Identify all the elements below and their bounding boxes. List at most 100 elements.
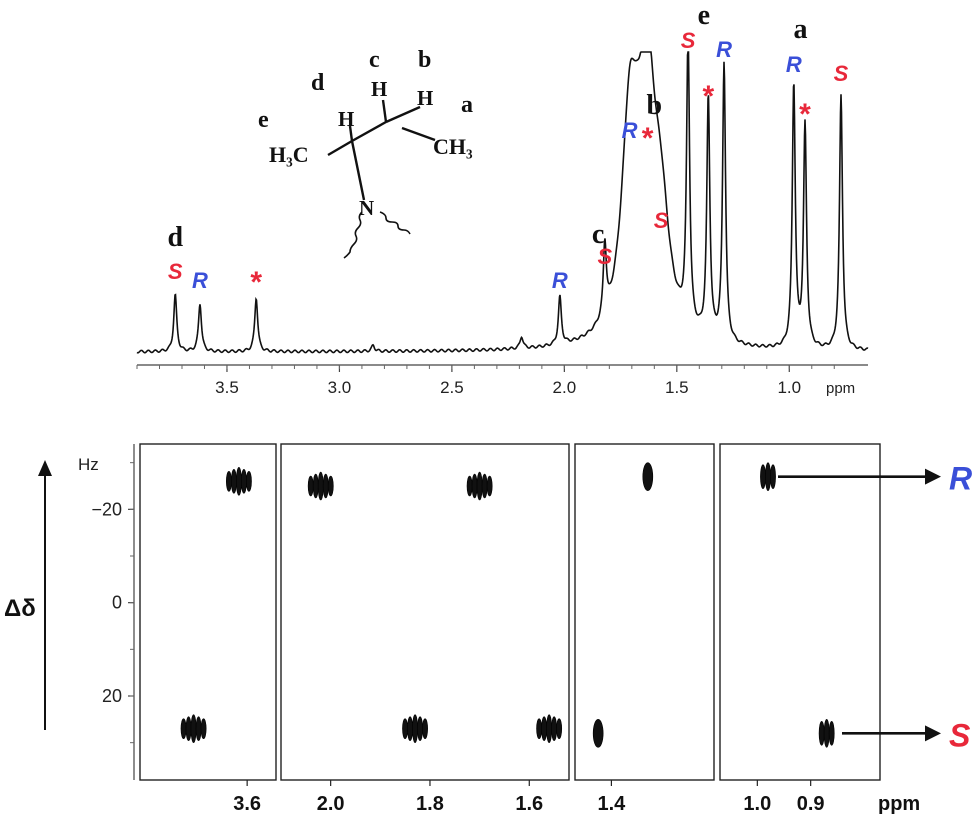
atom-h3c: H₃C [269, 142, 309, 167]
wavy-bond-right [379, 211, 411, 235]
peak-label-R: R [192, 268, 208, 293]
dd-unit-label: Hz [78, 455, 99, 474]
bond-ch-h [348, 125, 354, 142]
group-label-b: b [647, 90, 663, 121]
bond-ch-h2 [381, 99, 388, 123]
peak-label-star: * [799, 98, 811, 131]
dd-spot-contour [823, 719, 830, 748]
dd-spot-contour [765, 462, 771, 491]
peak-label-R: R [716, 37, 732, 62]
wavy-bond-left [343, 211, 363, 259]
dd-spot-contour [551, 716, 558, 741]
dd-spot-contour [241, 469, 247, 494]
atom-h-top: H [371, 77, 387, 101]
dd-spot-contour [486, 475, 493, 497]
atom-ch3: CH₃ [433, 134, 473, 159]
spectrum-x-unit: ppm [826, 380, 855, 397]
peak-label-S: S [654, 208, 669, 233]
peak-label-S: S [834, 61, 849, 86]
dd-x-tick-label: 0.9 [797, 793, 825, 815]
dd-spot-contour [770, 464, 776, 489]
dd-y-tick-label: 20 [102, 686, 122, 706]
dd-spot-contour [541, 716, 548, 741]
dd-spot-contour [476, 471, 483, 501]
bond-ch3-ch [327, 139, 353, 157]
dd-spot-contour [231, 469, 237, 494]
dd-spot-R [466, 471, 493, 501]
dd-spot-contour [422, 718, 428, 739]
dd-spot-contour [312, 473, 319, 499]
dd-spot-S [536, 714, 563, 743]
peak-label-S: S [168, 259, 183, 284]
dd-panel-1 [139, 443, 277, 781]
dd-x-tick-label: 1.8 [416, 793, 444, 815]
dd-spot-contour [236, 467, 242, 496]
bond-ch-ch [351, 120, 387, 143]
dd-spot-contour [407, 716, 413, 741]
peak-label-S: S [681, 28, 696, 53]
struct-label-d: d [311, 70, 325, 96]
struct-label-a: a [461, 92, 473, 118]
arrowhead-S [925, 725, 941, 742]
dd-spot-contour [195, 716, 202, 741]
dd-map: Δδ Hz −20 0 20 3.6 2.0 1.8 1.6 1.4 1.0 0.9 ppm R… [4, 443, 972, 815]
enantiomer-label-S: S [949, 717, 971, 753]
spectrum-tick-label: 1.5 [665, 378, 689, 397]
dd-panels [139, 443, 881, 781]
atom-h-left: H [338, 107, 354, 131]
struct-label-c: c [369, 47, 380, 73]
group-labels: d c b e a [167, 0, 807, 253]
dd-spot-contour [481, 473, 488, 499]
dd-spot-contour [417, 716, 423, 741]
dd-spot-contour [546, 714, 553, 743]
peak-label-star: * [642, 122, 654, 155]
dd-spot-contour [536, 718, 543, 739]
dd-panel-2 [280, 443, 570, 781]
dd-x-tick-label: 2.0 [317, 793, 345, 815]
group-label-a: a [794, 14, 808, 45]
bond-ch-h3 [385, 105, 421, 124]
dd-spot-contour [327, 475, 334, 497]
enantiomer-arrows: RS [778, 461, 972, 753]
dd-y-ticks: −20 0 20 [91, 462, 134, 744]
dd-y-tick-label: 0 [112, 593, 122, 613]
dd-spot-S [818, 719, 835, 748]
dd-spots [180, 462, 835, 748]
dd-spot-contour [592, 719, 604, 748]
dd-spot-contour [190, 714, 197, 743]
spectrum-tick-label: 1.0 [777, 378, 801, 397]
dd-spot-contour [322, 473, 329, 499]
dd-spot-contour [402, 718, 408, 739]
dd-axis-label: Δδ [4, 595, 36, 622]
dd-spot-R [307, 471, 334, 501]
nmr-spectrum: 3.5 3.0 2.5 2.0 1.5 1.0 ppm S R * RSR *SS*RR*S d cb… [136, 0, 869, 397]
dd-spot-R [642, 462, 654, 491]
spectrum-tick-label: 3.0 [328, 378, 352, 397]
dd-spot-R [760, 462, 776, 491]
peak-label-R: R [622, 118, 638, 143]
peak-label-star: * [250, 266, 262, 299]
dd-x-tick-label: 1.0 [743, 793, 771, 815]
dd-spot-contour [412, 714, 418, 743]
peak-label-S: S [597, 244, 612, 269]
spectrum-tick-label: 3.5 [215, 378, 239, 397]
dd-spot-contour [556, 718, 563, 739]
dd-x-tick-label: 1.6 [515, 793, 543, 815]
peak-label-R: R [552, 268, 568, 293]
dd-y-tick-label: −20 [91, 499, 122, 519]
dd-panel-3 [574, 443, 715, 781]
dd-spot-contour [226, 471, 232, 492]
dd-spot-contour [180, 718, 187, 739]
dd-spot-contour [307, 475, 314, 497]
group-label-e: e [698, 0, 710, 31]
peak-label-star: * [702, 80, 714, 113]
chemical-structure: e d c b a H₃C H H H CH₃ N [258, 47, 473, 259]
dd-x-unit: ppm [878, 793, 920, 815]
dd-spot-contour [471, 473, 478, 499]
dd-x-ticks: 3.6 2.0 1.8 1.6 1.4 1.0 0.9 [233, 780, 825, 815]
dd-spot-contour [317, 471, 324, 501]
dd-spot-contour [200, 718, 207, 739]
dd-x-tick-label: 1.4 [597, 793, 626, 815]
spectrum-tick-label: 2.5 [440, 378, 464, 397]
dd-spot-contour [642, 462, 654, 491]
